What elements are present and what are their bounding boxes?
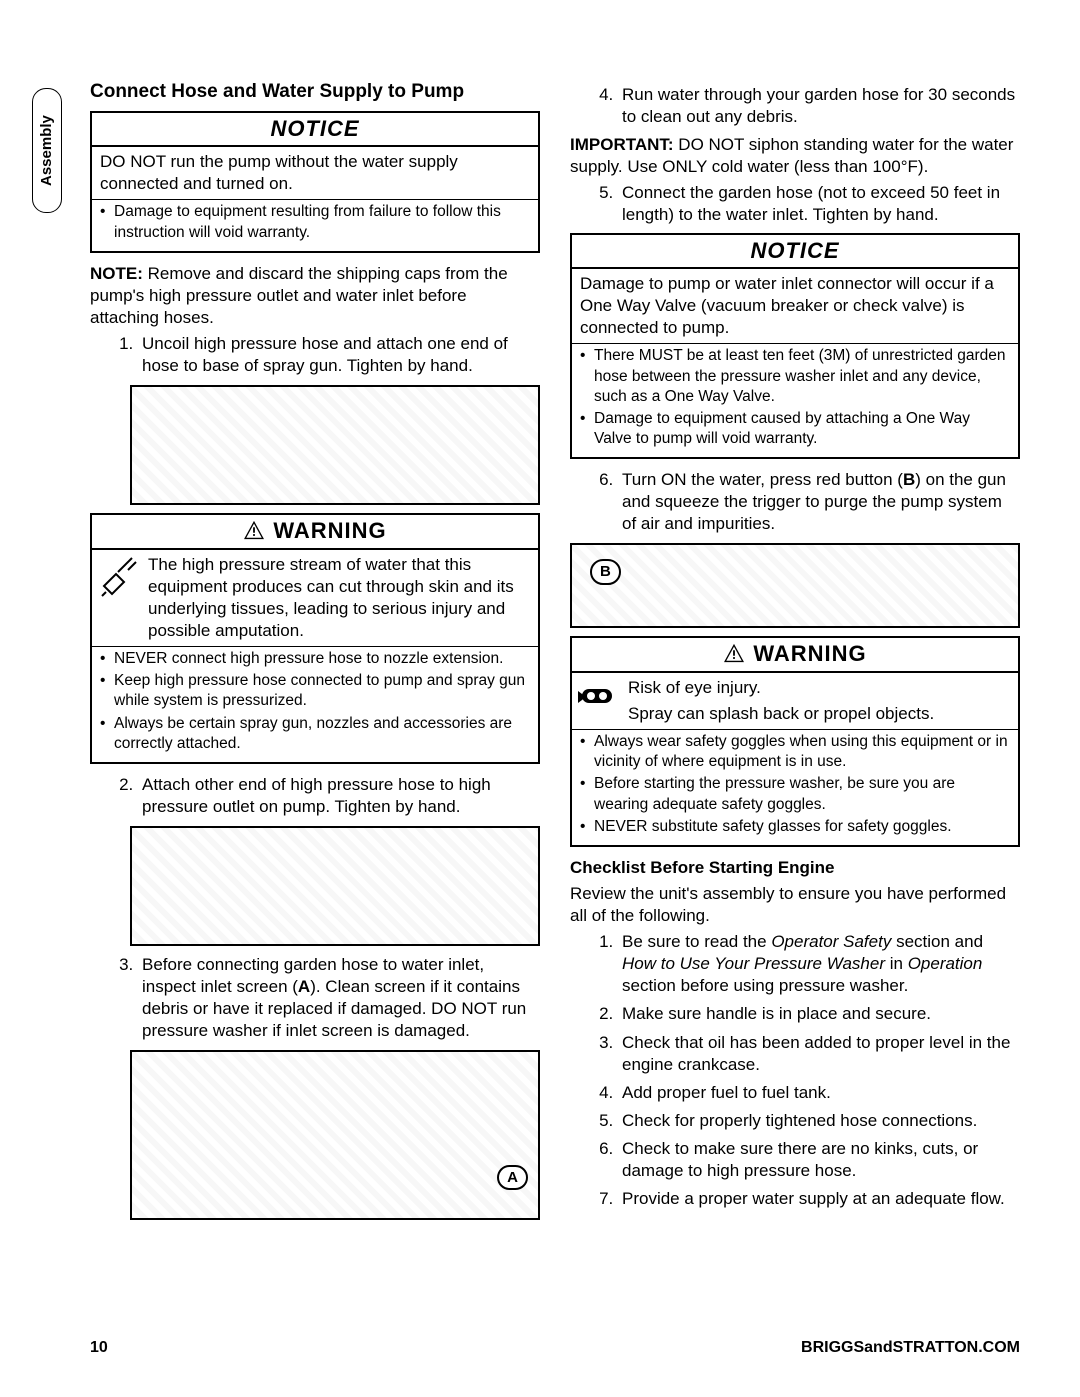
checklist-item: Check for properly tightened hose connec… bbox=[618, 1110, 1020, 1132]
checklist-heading: Checklist Before Starting Engine bbox=[570, 857, 1020, 879]
step-4: Run water through your garden hose for 3… bbox=[618, 84, 1020, 128]
warning-body-row: Risk of eye injury. Spray can splash bac… bbox=[572, 673, 1018, 729]
notice-title: NOTICE bbox=[92, 113, 538, 148]
figure-label-b: B bbox=[590, 559, 621, 585]
step-list: Before connecting garden hose to water i… bbox=[90, 954, 540, 1042]
important-label: IMPORTANT: bbox=[570, 135, 674, 154]
step-list: Uncoil high pressure hose and attach one… bbox=[90, 333, 540, 377]
step-2: Attach other end of high pressure hose t… bbox=[138, 774, 540, 818]
step-1: Uncoil high pressure hose and attach one… bbox=[138, 333, 540, 377]
note-label: NOTE: bbox=[90, 264, 143, 283]
warning-bullets: Always wear safety goggles when using th… bbox=[572, 732, 1018, 845]
bullet: Before starting the pressure washer, be … bbox=[580, 774, 1010, 814]
bullet: NEVER substitute safety glasses for safe… bbox=[580, 817, 1010, 837]
warning-icon bbox=[723, 643, 745, 663]
warning-body: Risk of eye injury. Spray can splash bac… bbox=[628, 673, 1018, 729]
warning-title-text: WARNING bbox=[273, 518, 386, 543]
figure-pump-outlet bbox=[130, 826, 540, 946]
warning-box-1: WARNING The high pressure stream of wate… bbox=[90, 513, 540, 764]
warning-body-row: The high pressure stream of water that t… bbox=[92, 550, 538, 646]
checklist-item: Check to make sure there are no kinks, c… bbox=[618, 1138, 1020, 1182]
figure-trigger: B bbox=[570, 543, 1020, 628]
notice-title: NOTICE bbox=[572, 235, 1018, 270]
step-5: Connect the garden hose (not to exceed 5… bbox=[618, 182, 1020, 226]
checklist-item: Provide a proper water supply at an adeq… bbox=[618, 1188, 1020, 1210]
note-text: NOTE: Remove and discard the shipping ca… bbox=[90, 263, 540, 329]
notice-body: Damage to pump or water inlet connector … bbox=[572, 269, 1018, 344]
bullet: Always be certain spray gun, nozzles and… bbox=[100, 714, 530, 754]
bullet: Damage to equipment caused by attaching … bbox=[580, 409, 1010, 449]
bullet: Keep high pressure hose connected to pum… bbox=[100, 671, 530, 711]
bullet: Damage to equipment resulting from failu… bbox=[100, 202, 530, 242]
right-column: Run water through your garden hose for 3… bbox=[570, 80, 1020, 1228]
left-column: Connect Hose and Water Supply to Pump NO… bbox=[90, 80, 540, 1228]
notice-bullets: Damage to equipment resulting from failu… bbox=[92, 202, 538, 250]
warning-box-2: WARNING Risk of eye injury. Spray can sp… bbox=[570, 636, 1020, 846]
checklist-item: Be sure to read the Operator Safety sect… bbox=[618, 931, 1020, 997]
checklist-item: Make sure handle is in place and secure. bbox=[618, 1003, 1020, 1025]
figure-label-a: A bbox=[497, 1165, 528, 1191]
figure-spray-gun bbox=[130, 385, 540, 505]
warning-icon bbox=[243, 520, 265, 540]
bullet: NEVER connect high pressure hose to nozz… bbox=[100, 649, 530, 669]
page-number: 10 bbox=[90, 1338, 108, 1359]
step-list: Turn ON the water, press red button (B) … bbox=[570, 469, 1020, 535]
checklist: Be sure to read the Operator Safety sect… bbox=[570, 931, 1020, 1210]
section-heading: Connect Hose and Water Supply to Pump bbox=[90, 80, 540, 105]
checklist-intro: Review the unit's assembly to ensure you… bbox=[570, 883, 1020, 927]
important-text: IMPORTANT: DO NOT siphon standing water … bbox=[570, 134, 1020, 178]
step-6: Turn ON the water, press red button (B) … bbox=[618, 469, 1020, 535]
checklist-item: Add proper fuel to fuel tank. bbox=[618, 1082, 1020, 1104]
injection-hazard-icon bbox=[92, 550, 148, 606]
eye-hazard-icon bbox=[572, 673, 628, 719]
notice-box-1: NOTICE DO NOT run the pump without the w… bbox=[90, 111, 540, 253]
bullet: There MUST be at least ten feet (3M) of … bbox=[580, 346, 1010, 406]
warning-bullets: NEVER connect high pressure hose to nozz… bbox=[92, 649, 538, 762]
notice-box-2: NOTICE Damage to pump or water inlet con… bbox=[570, 233, 1020, 460]
note-body: Remove and discard the shipping caps fro… bbox=[90, 264, 508, 327]
warning-body: The high pressure stream of water that t… bbox=[148, 550, 538, 646]
site-url: BRIGGSandSTRATTON.COM bbox=[801, 1338, 1020, 1359]
page-columns: Connect Hose and Water Supply to Pump NO… bbox=[90, 80, 1020, 1228]
step-3: Before connecting garden hose to water i… bbox=[138, 954, 540, 1042]
figure-inlet-screen: A bbox=[130, 1050, 540, 1220]
step-list: Connect the garden hose (not to exceed 5… bbox=[570, 182, 1020, 226]
step-list: Attach other end of high pressure hose t… bbox=[90, 774, 540, 818]
checklist-item: Check that oil has been added to proper … bbox=[618, 1032, 1020, 1076]
warning-title-text: WARNING bbox=[753, 641, 866, 666]
step-list: Run water through your garden hose for 3… bbox=[570, 84, 1020, 128]
bullet: Always wear safety goggles when using th… bbox=[580, 732, 1010, 772]
notice-bullets: There MUST be at least ten feet (3M) of … bbox=[572, 346, 1018, 457]
warning-title: WARNING bbox=[572, 638, 1018, 673]
warning-title: WARNING bbox=[92, 515, 538, 550]
warning-line: Spray can splash back or propel objects. bbox=[628, 703, 1010, 725]
warning-line: Risk of eye injury. bbox=[628, 677, 1010, 699]
page-footer: 10 BRIGGSandSTRATTON.COM bbox=[90, 1338, 1020, 1359]
section-tab: Assembly bbox=[32, 88, 62, 213]
notice-body: DO NOT run the pump without the water su… bbox=[92, 147, 538, 200]
